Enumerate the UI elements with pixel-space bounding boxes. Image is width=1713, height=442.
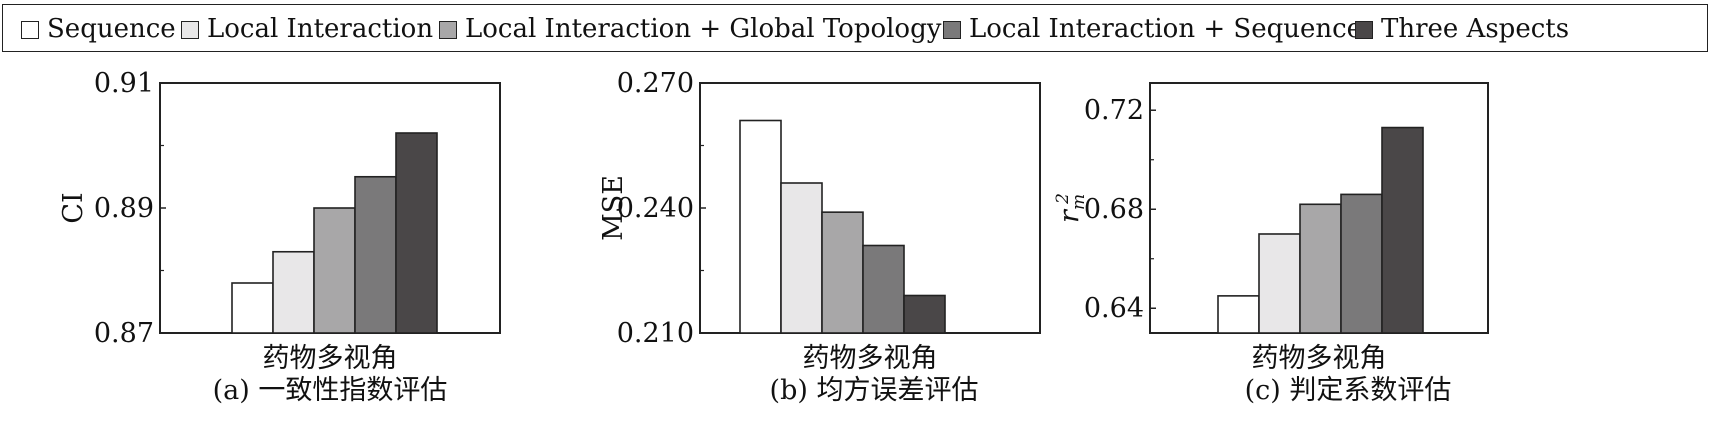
- legend-label-local-sequence: Local Interaction + Sequence: [969, 14, 1363, 44]
- legend-swatch-local-interaction: [181, 21, 199, 39]
- legend-label-three-aspects: Three Aspects: [1381, 14, 1570, 44]
- y-tick-label: 0.72: [1084, 95, 1144, 126]
- bar-local-interaction-sequence: [354, 175, 397, 334]
- y-tick-label: 0.270: [617, 68, 694, 99]
- y-tick-label: 0.64: [1084, 293, 1144, 324]
- bar-three-aspects: [903, 294, 946, 334]
- bar-local-interaction: [272, 250, 315, 334]
- legend-swatch-local-global: [439, 21, 457, 39]
- bar-three-aspects: [1381, 126, 1424, 334]
- x-axis-label: 药物多视角: [1252, 343, 1387, 374]
- bar-local-interaction-sequence: [1340, 193, 1383, 334]
- caption-mse: (b) 均方误差评估: [769, 375, 979, 406]
- bar-three-aspects: [395, 132, 438, 334]
- bar-local-interaction: [780, 182, 823, 334]
- caption-ci: (a) 一致性指数评估: [212, 375, 448, 406]
- bar-local-interaction-global-topology: [313, 207, 356, 334]
- legend-swatch-sequence: [21, 21, 39, 39]
- bar-local-interaction: [1258, 233, 1301, 334]
- legend-swatch-three-aspects: [1355, 21, 1373, 39]
- rm2-bar-chart: 0.64 0.68 0.72 药物多视角 rm2: [1053, 82, 1489, 374]
- bar-local-interaction-global-topology: [821, 211, 864, 334]
- caption-rm2: (c) 判定系数评估: [1244, 375, 1452, 406]
- y-axis-label: MSE: [598, 175, 629, 241]
- legend-label-local-global: Local Interaction + Global Topology: [465, 14, 942, 44]
- bar-local-interaction-global-topology: [1299, 203, 1342, 334]
- y-tick-label: 0.89: [94, 193, 154, 224]
- y-tick-label: 0.91: [94, 68, 154, 99]
- legend-swatch-local-sequence: [943, 21, 961, 39]
- bar-sequence: [1217, 295, 1260, 334]
- bar-sequence: [739, 119, 782, 334]
- chart-legend: Sequence Local Interaction Local Interac…: [2, 4, 1708, 52]
- y-axis-label: CI: [58, 192, 89, 223]
- legend-label-local-interaction: Local Interaction: [207, 14, 434, 44]
- ci-bar-chart: 0.87 0.89 0.91 药物多视角 CI: [58, 68, 501, 374]
- x-axis-label: 药物多视角: [803, 343, 938, 374]
- bar-sequence: [231, 282, 274, 334]
- bar-local-interaction-sequence: [862, 244, 905, 334]
- y-axis-label: rm2: [1053, 193, 1089, 223]
- x-axis-label: 药物多视角: [263, 343, 398, 374]
- y-tick-label: 0.210: [617, 318, 694, 349]
- y-tick-label: 0.68: [1084, 194, 1144, 225]
- legend-label-sequence: Sequence: [47, 14, 176, 44]
- y-tick-label: 0.240: [617, 193, 694, 224]
- mse-bar-chart: 0.210 0.240 0.270 药物多视角 MSE: [598, 68, 1041, 374]
- y-tick-label: 0.87: [94, 318, 154, 349]
